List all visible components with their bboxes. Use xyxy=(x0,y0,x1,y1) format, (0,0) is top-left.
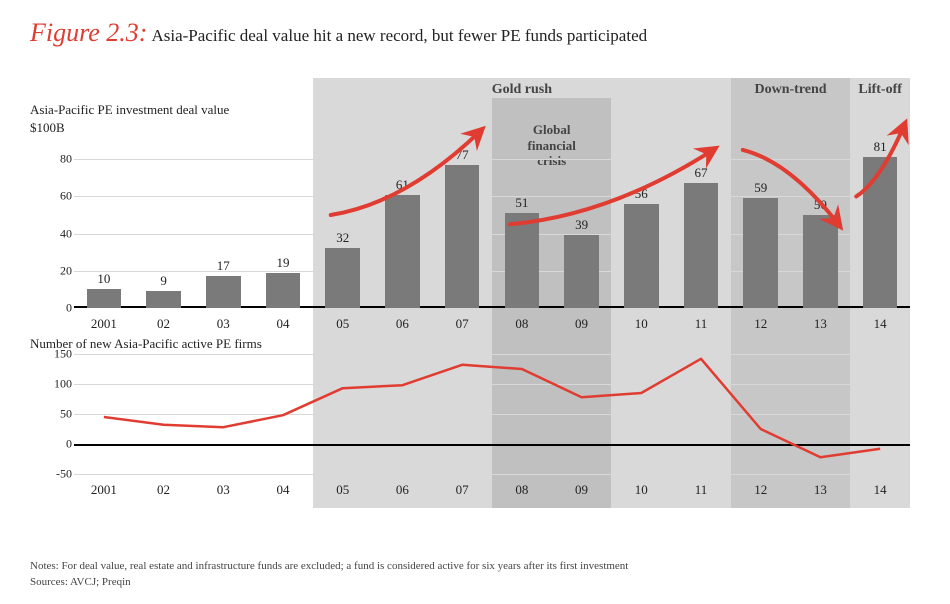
bar-chart-unit: $100B xyxy=(30,120,65,136)
bar: 32 xyxy=(325,248,360,308)
line-x-tick: 05 xyxy=(313,482,373,498)
bar-value-label: 81 xyxy=(863,139,898,155)
bar-x-tick: 05 xyxy=(313,316,373,332)
bar-x-tick: 04 xyxy=(253,316,313,332)
phase-label: Lift-off xyxy=(850,82,910,98)
bar: 10 xyxy=(87,289,122,308)
line-x-tick: 09 xyxy=(552,482,612,498)
bar-value-label: 10 xyxy=(87,271,122,287)
line-x-tick: 06 xyxy=(373,482,433,498)
bar: 81 xyxy=(863,157,898,308)
bar: 19 xyxy=(266,273,301,308)
trend-arrow xyxy=(510,150,713,224)
line-x-tick: 13 xyxy=(791,482,851,498)
line-x-tick: 11 xyxy=(671,482,731,498)
bar-gridline xyxy=(74,196,910,197)
line-x-tick: 04 xyxy=(253,482,313,498)
line-x-tick: 2001 xyxy=(74,482,134,498)
bar: 50 xyxy=(803,215,838,308)
bar: 17 xyxy=(206,276,241,308)
bar-x-tick: 14 xyxy=(850,316,910,332)
bar: 67 xyxy=(684,183,719,308)
bar-x-tick: 08 xyxy=(492,316,552,332)
bar-x-tick: 06 xyxy=(373,316,433,332)
footnotes: Notes: For deal value, real estate and i… xyxy=(30,559,628,590)
bar-value-label: 50 xyxy=(803,197,838,213)
bar-y-tick: 20 xyxy=(42,263,72,278)
line-x-tick: 03 xyxy=(193,482,253,498)
bar: 59 xyxy=(743,198,778,308)
bar-gridline xyxy=(74,234,910,235)
bar-x-tick: 12 xyxy=(731,316,791,332)
bar-x-tick: 02 xyxy=(134,316,194,332)
bar: 77 xyxy=(445,165,480,308)
bar-x-tick: 07 xyxy=(432,316,492,332)
bar-x-axis xyxy=(74,306,910,308)
bar-value-label: 19 xyxy=(266,255,301,271)
footnote-sources: Sources: AVCJ; Preqin xyxy=(30,575,628,590)
bar-value-label: 32 xyxy=(325,230,360,246)
bar-value-label: 51 xyxy=(505,195,540,211)
bar-value-label: 59 xyxy=(743,180,778,196)
line-chart: Number of new Asia-Pacific active PE fir… xyxy=(30,346,910,506)
bar: 56 xyxy=(624,204,659,308)
line-x-tick: 02 xyxy=(134,482,194,498)
line-x-tick: 08 xyxy=(492,482,552,498)
line-x-tick: 07 xyxy=(432,482,492,498)
chart-zone: Gold rushDown-trendLift-offGlobalfinanci… xyxy=(30,78,910,508)
bar-value-label: 77 xyxy=(445,147,480,163)
bar-x-tick: 2001 xyxy=(74,316,134,332)
bar-y-tick: 40 xyxy=(42,226,72,241)
footnote-line: Notes: For deal value, real estate and i… xyxy=(30,559,628,574)
bar-x-tick: 11 xyxy=(671,316,731,332)
phase-label: Down-trend xyxy=(731,82,850,98)
bar-gridline xyxy=(74,159,910,160)
bar-chart: Asia-Pacific PE investment deal value$10… xyxy=(30,118,910,338)
figure-label: Figure 2.3: xyxy=(30,18,147,47)
bar-value-label: 9 xyxy=(146,273,181,289)
bar: 9 xyxy=(146,291,181,308)
bar-value-label: 39 xyxy=(564,217,599,233)
bar-y-tick: 0 xyxy=(42,301,72,316)
bar-x-tick: 10 xyxy=(611,316,671,332)
bar-value-label: 56 xyxy=(624,186,659,202)
bar-y-tick: 60 xyxy=(42,189,72,204)
bar-x-tick: 03 xyxy=(193,316,253,332)
bar-value-label: 61 xyxy=(385,177,420,193)
bar-gridline xyxy=(74,271,910,272)
bar: 39 xyxy=(564,235,599,308)
phase-label: Gold rush xyxy=(313,82,731,98)
bar-chart-title: Asia-Pacific PE investment deal value xyxy=(30,102,229,118)
bar-value-label: 17 xyxy=(206,258,241,274)
line-series xyxy=(104,359,880,457)
bar: 51 xyxy=(505,213,540,308)
bar-value-label: 67 xyxy=(684,165,719,181)
line-x-tick: 10 xyxy=(611,482,671,498)
figure-title: Figure 2.3: Asia-Pacific deal value hit … xyxy=(30,18,920,48)
bar-x-tick: 13 xyxy=(791,316,851,332)
figure-description: Asia-Pacific deal value hit a new record… xyxy=(151,26,647,45)
line-x-tick: 12 xyxy=(731,482,791,498)
bar-x-tick: 09 xyxy=(552,316,612,332)
line-x-tick: 14 xyxy=(850,482,910,498)
bar-y-tick: 80 xyxy=(42,152,72,167)
bar: 61 xyxy=(385,195,420,308)
